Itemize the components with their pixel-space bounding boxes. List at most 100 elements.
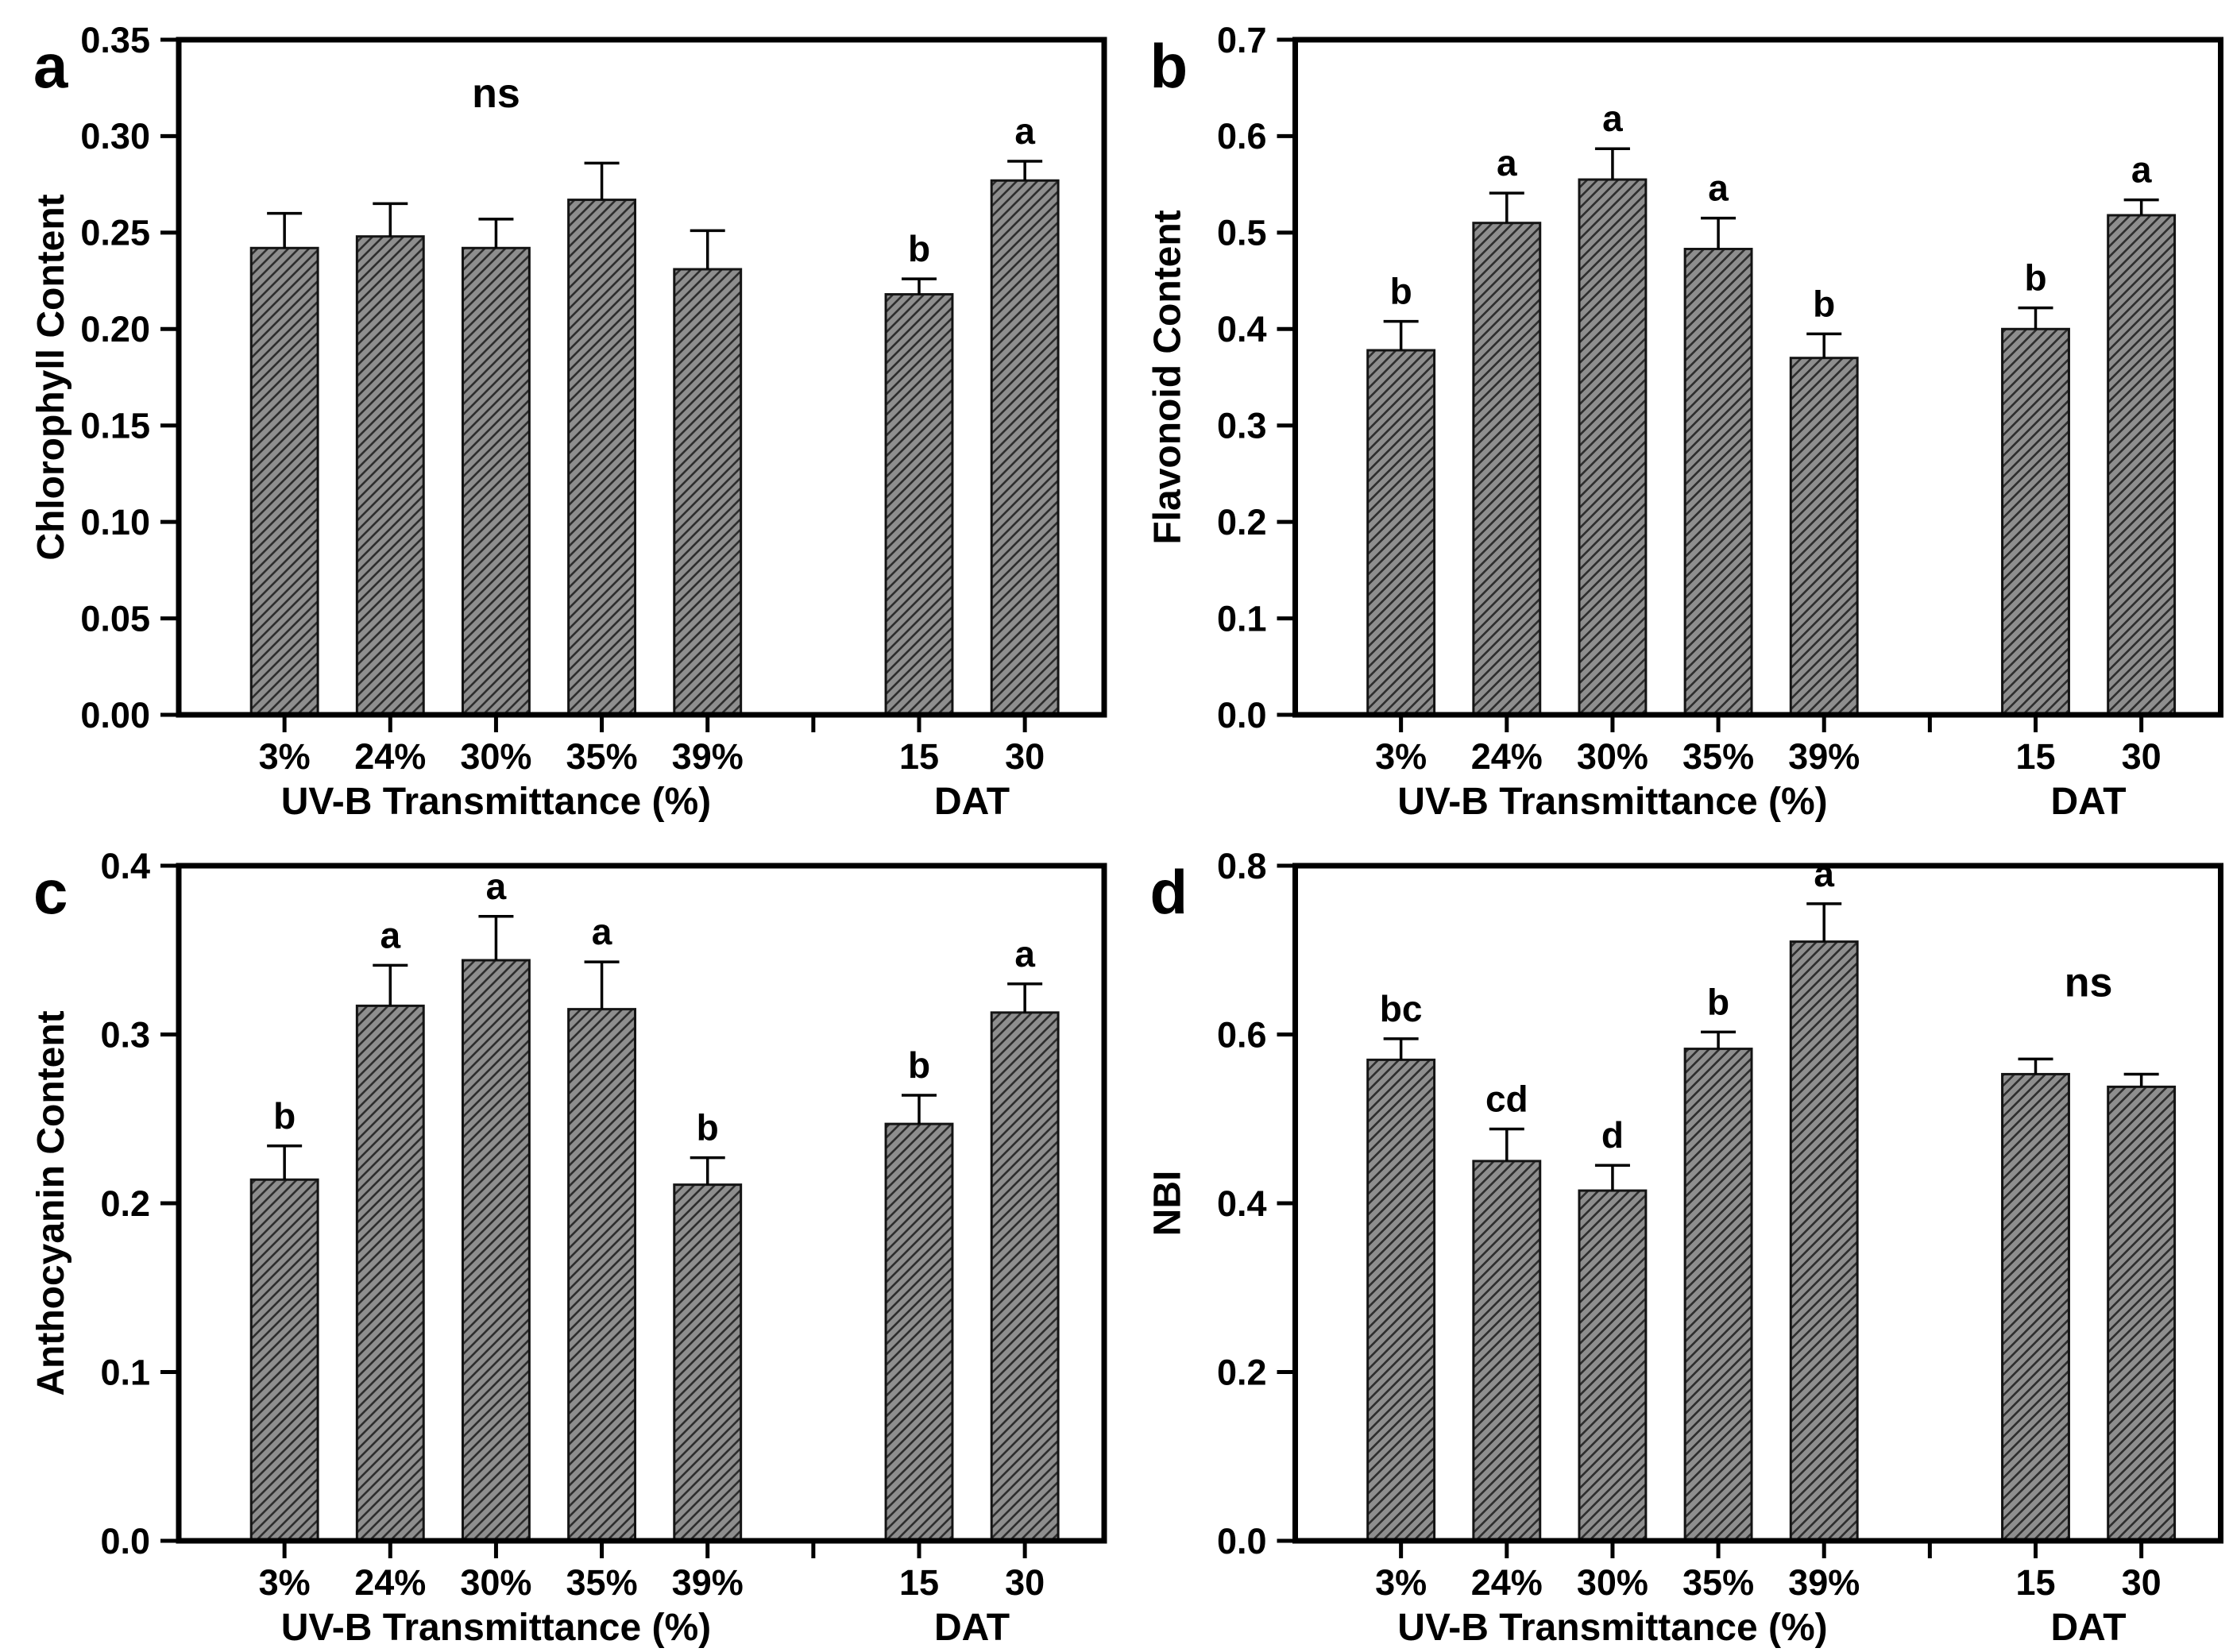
sig-letter-35%: a — [1708, 168, 1729, 209]
y-tick-label: 0.3 — [100, 1014, 150, 1055]
x-category-label: 24% — [354, 1562, 426, 1603]
bar-35% — [1683, 1048, 1753, 1542]
bar-39% — [673, 1183, 743, 1542]
ns-annotation: ns — [2065, 960, 2113, 1006]
sig-letter-24%: a — [380, 914, 400, 955]
sig-letter-30%: a — [1602, 98, 1623, 139]
ns-annotation: ns — [472, 71, 520, 117]
error-bar-24% — [1489, 191, 1524, 223]
y-tick-label: 0.20 — [80, 309, 150, 349]
bar-3% — [249, 1178, 319, 1542]
sig-letter-3%: b — [1390, 271, 1412, 312]
x-category-label: 24% — [354, 736, 426, 777]
x-category-label: 3% — [1375, 1562, 1427, 1603]
y-tick-label: 0.30 — [80, 116, 150, 156]
sig-letter-3%: bc — [1380, 988, 1423, 1029]
panel-d: bc cd d b a ns 0.0 0.2 0.4 0.6 0.8 3% 24% 30% 35% 39% 15… — [1116, 826, 2233, 1652]
x-category-label: 35% — [566, 736, 638, 777]
y-tick-label: 0.1 — [100, 1352, 150, 1392]
y-tick-label: 0.6 — [1217, 116, 1267, 156]
bar-30 — [990, 1011, 1060, 1542]
y-tick-label: 0.1 — [1217, 598, 1267, 639]
bar-3% — [249, 246, 319, 716]
y-tick-label: 0.10 — [80, 502, 150, 542]
bar-39% — [1789, 940, 1859, 1542]
y-tick-label: 0.4 — [1217, 1183, 1267, 1224]
error-bar-35% — [1701, 216, 1737, 249]
bar-30 — [990, 179, 1060, 716]
plot-box — [1292, 37, 2223, 718]
plot-box — [176, 863, 1107, 1544]
bar-24% — [1472, 1160, 1542, 1542]
y-tick-label: 0.05 — [80, 598, 150, 639]
x-category-label: 15 — [2015, 1562, 2055, 1603]
error-bar-35% — [584, 960, 620, 1009]
x-category-label: 30 — [1005, 736, 1045, 777]
y-tick-label: 0.2 — [1217, 502, 1267, 542]
x-category-label: 35% — [1682, 1562, 1754, 1603]
y-tick-label: 0.3 — [1217, 405, 1267, 446]
y-tick-label: 0.0 — [1217, 695, 1267, 735]
panel-letter: c — [33, 857, 68, 927]
x-category-label: 15 — [899, 1562, 939, 1603]
error-bar-30 — [2123, 198, 2159, 215]
x-category-label: 30% — [460, 1562, 531, 1603]
panel-letter: b — [1150, 31, 1188, 101]
y-tick-label: 0.00 — [80, 695, 150, 735]
y-axis-title: Chlorophyll Content — [30, 194, 72, 560]
x-category-label: 3% — [259, 736, 311, 777]
error-bar-3% — [1383, 319, 1419, 350]
error-bar-3% — [267, 1144, 303, 1180]
error-bar-35% — [1701, 1030, 1737, 1049]
sig-letter-39%: b — [1813, 283, 1835, 324]
sig-letter-30: a — [1014, 933, 1035, 975]
x-category-label: 24% — [1471, 736, 1543, 777]
sig-letter-30: a — [2131, 149, 2152, 191]
panel-a-chart: b a ns 0.00 0.05 0.10 0.15 0.20 0.25 0.30 0.35 3% 24… — [30, 20, 1107, 823]
bar-30 — [2107, 214, 2177, 716]
sig-letter-30%: a — [486, 866, 507, 907]
y-tick-label: 0.35 — [80, 20, 150, 60]
sig-letter-39%: a — [1814, 853, 1834, 894]
sig-letter-35%: b — [1707, 981, 1729, 1022]
plot-box — [1292, 863, 2223, 1544]
x-axis-title-dat: DAT — [2051, 1607, 2127, 1649]
error-bar-3% — [1383, 1037, 1419, 1060]
x-category-label: 30% — [460, 736, 531, 777]
bar-39% — [1789, 357, 1859, 716]
bar-30% — [461, 246, 531, 716]
x-category-label: 15 — [899, 736, 939, 777]
x-category-label: 39% — [672, 1562, 744, 1603]
sig-letter-24%: cd — [1485, 1079, 1528, 1120]
error-bar-39% — [1806, 902, 1842, 942]
error-bar-24% — [373, 963, 408, 1006]
bar-15 — [884, 293, 954, 716]
panel-d-chart: bc cd d b a ns 0.0 0.2 0.4 0.6 0.8 3% 24% 30% 35% 39% 15… — [1147, 846, 2223, 1649]
y-axis-title: NBI — [1147, 1171, 1189, 1237]
x-category-label: 3% — [259, 1562, 311, 1603]
panel-b: b a a a b b a 0.0 0.1 0.2 0.3 0.4 0.5 0.6 0.7 3% 24% 30% 3… — [1116, 0, 2233, 826]
error-bar-39% — [1806, 332, 1842, 358]
panel-c: b a a a b b a 0.0 0.1 0.2 0.3 0.4 3% 24% 30% 35% 39% 15 30… — [0, 826, 1116, 1652]
bar-35% — [1683, 248, 1753, 716]
bar-24% — [355, 235, 425, 716]
error-bar-30 — [1007, 982, 1043, 1013]
bar-24% — [1472, 222, 1542, 716]
y-tick-label: 0.2 — [100, 1183, 150, 1224]
error-bar-15 — [902, 277, 937, 295]
x-axis-title-dat: DAT — [934, 1607, 1010, 1649]
sig-letter-3%: b — [273, 1095, 296, 1137]
sig-letter-15: b — [908, 228, 930, 269]
x-axis-title-uvb: UV-B Transmittance (%) — [1397, 781, 1827, 823]
bar-15 — [884, 1122, 954, 1542]
error-bar-15 — [2018, 306, 2053, 330]
x-axis-title-uvb: UV-B Transmittance (%) — [281, 781, 711, 823]
y-tick-label: 0.2 — [1217, 1352, 1267, 1392]
x-category-label: 39% — [1788, 736, 1860, 777]
x-category-label: 35% — [1682, 736, 1754, 777]
y-tick-label: 0.25 — [80, 213, 150, 253]
bar-15 — [2001, 327, 2070, 716]
y-tick-label: 0.4 — [100, 846, 150, 886]
panel-c-chart: b a a a b b a 0.0 0.1 0.2 0.3 0.4 3% 24% 30% 35% 39% 15 30… — [30, 846, 1107, 1649]
